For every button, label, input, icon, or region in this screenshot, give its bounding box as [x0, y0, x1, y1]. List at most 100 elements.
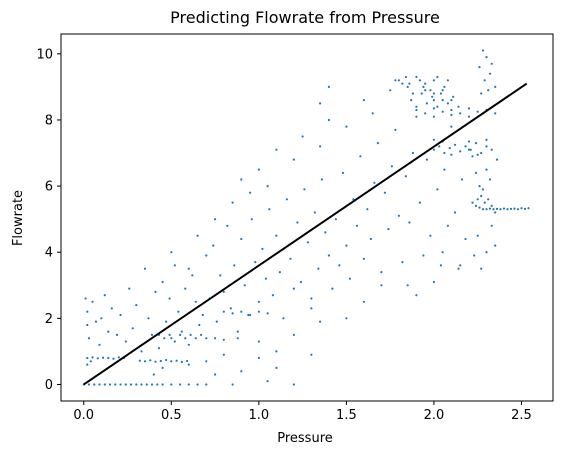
scatter-points	[82, 49, 530, 386]
x-axis-ticks: 0.0 0.5 1.0 1.5 2.0 2.5	[73, 401, 532, 423]
data-point	[448, 147, 451, 150]
data-point	[86, 356, 89, 360]
data-point	[156, 383, 159, 386]
data-point	[480, 92, 483, 95]
data-point	[275, 350, 278, 353]
data-point	[459, 150, 462, 153]
data-point	[432, 115, 435, 118]
data-point	[310, 353, 313, 356]
x-axis-label: Pressure	[277, 431, 333, 446]
data-point	[436, 188, 439, 191]
regression-line	[83, 82, 528, 386]
data-point	[231, 312, 234, 315]
data-point	[366, 208, 369, 211]
data-point	[165, 358, 168, 362]
data-point	[474, 204, 478, 207]
data-point	[408, 221, 411, 224]
x-tick-label: 2.0	[424, 408, 445, 423]
data-point	[247, 313, 250, 317]
data-point	[292, 333, 295, 336]
data-point	[453, 143, 457, 146]
data-point	[103, 294, 106, 297]
data-point	[93, 383, 96, 386]
data-point	[453, 211, 457, 214]
data-point	[483, 201, 486, 204]
data-point	[168, 333, 171, 336]
data-point	[184, 287, 187, 290]
data-point	[275, 148, 278, 151]
data-point	[175, 359, 178, 362]
data-point	[473, 254, 476, 257]
data-point	[219, 274, 222, 277]
data-point	[362, 257, 365, 260]
data-point	[196, 234, 199, 237]
data-point	[425, 102, 428, 105]
data-point	[170, 360, 173, 363]
data-point	[438, 145, 441, 148]
data-point	[117, 356, 120, 359]
data-point	[513, 207, 516, 210]
data-point	[467, 148, 471, 151]
data-point	[226, 224, 229, 227]
data-point	[490, 204, 493, 207]
data-point	[389, 89, 392, 92]
data-point	[103, 383, 106, 386]
data-point	[450, 99, 453, 102]
data-point	[86, 310, 89, 313]
data-point	[310, 297, 313, 300]
data-point	[457, 105, 460, 108]
data-point	[476, 153, 479, 156]
data-point	[432, 92, 435, 95]
data-point	[488, 178, 492, 181]
data-point	[129, 383, 133, 386]
data-point	[87, 383, 91, 386]
data-point	[483, 79, 486, 82]
data-point	[194, 300, 197, 303]
data-point	[467, 140, 471, 143]
data-point	[436, 75, 439, 79]
data-point	[441, 99, 444, 102]
data-point	[373, 181, 376, 184]
data-point	[411, 151, 414, 155]
data-point	[485, 168, 488, 171]
data-point	[275, 366, 278, 369]
data-point	[331, 287, 334, 290]
data-point	[432, 107, 435, 110]
data-point	[191, 274, 194, 277]
data-point	[443, 85, 446, 88]
data-point	[124, 383, 127, 386]
data-point	[495, 158, 499, 161]
data-point	[527, 207, 530, 210]
data-point	[432, 79, 435, 82]
data-point	[261, 247, 264, 250]
plot-frame	[60, 33, 554, 402]
data-point	[459, 112, 462, 115]
y-tick-label: 4	[45, 246, 53, 261]
y-tick-label: 0	[45, 378, 53, 393]
y-tick-label: 2	[45, 312, 53, 327]
data-point	[418, 201, 421, 204]
data-point	[170, 337, 173, 340]
data-point	[459, 264, 462, 267]
data-point	[98, 343, 101, 346]
data-point	[471, 201, 474, 204]
data-point	[327, 254, 330, 257]
data-point	[474, 171, 478, 174]
data-point	[222, 290, 225, 293]
data-point	[154, 290, 157, 293]
data-point	[89, 360, 92, 363]
data-point	[240, 310, 243, 313]
data-point	[494, 85, 497, 88]
data-point	[296, 221, 299, 224]
data-point	[143, 267, 147, 270]
data-point	[443, 151, 446, 155]
data-point	[415, 75, 418, 79]
data-point	[371, 112, 374, 115]
data-point	[161, 366, 164, 369]
data-point	[450, 153, 453, 156]
data-point	[266, 312, 269, 315]
data-point	[429, 89, 432, 92]
data-point	[490, 148, 493, 151]
data-point	[145, 383, 148, 386]
data-point	[177, 310, 180, 313]
